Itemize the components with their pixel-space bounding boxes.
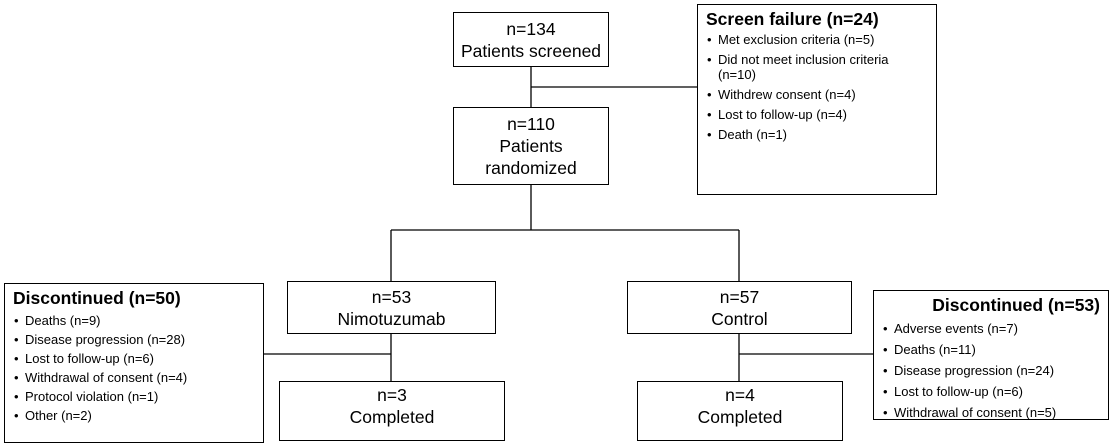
node-text: n=53 — [371, 286, 412, 307]
control-box: n=57 Control — [627, 281, 852, 334]
exclusion-item: Met exclusion criteria (n=5) — [707, 32, 898, 47]
randomized-box: n=110 Patients randomized — [453, 107, 609, 185]
exclusion-item: Withdrawal of consent (n=5) — [883, 402, 1100, 423]
completed-box: n=3 Completed — [279, 381, 505, 441]
exclusion-title: Discontinued (n=50) — [13, 288, 181, 308]
node-text: n=57 — [719, 286, 760, 307]
exclusion-item: Lost to follow-up (n=4) — [707, 107, 898, 122]
exclusion-item: Adverse events (n=7) — [883, 318, 1100, 339]
discontinued-box: Discontinued (n=53)Adverse events (n=7)D… — [873, 290, 1109, 423]
node-text: Control — [711, 308, 768, 329]
exclusion-item: Deaths (n=11) — [883, 339, 1100, 360]
exclusion-item: Deaths (n=9) — [14, 311, 255, 330]
discontinued-box: Discontinued (n=50) Deaths (n=9)Disease p… — [4, 283, 264, 443]
exclusion-item: Disease progression (n=28) — [14, 330, 255, 349]
node-text: n=4 — [725, 385, 755, 405]
exclusion-title: Discontinued (n=53) — [932, 295, 1100, 315]
nimotuzumab-box: n=53 Nimotuzumab — [287, 281, 496, 334]
node-text: n=110 — [507, 114, 555, 134]
exclusion-item: Protocol violation (n=1) — [14, 387, 255, 406]
exclusion-item: Withdrawal of consent (n=4) — [14, 368, 255, 387]
exclusion-item: Death (n=1) — [707, 127, 898, 142]
exclusion-list: Adverse events (n=7)Deaths (n=11)Disease… — [882, 318, 1100, 423]
exclusion-item: Lost to follow-up (n=6) — [14, 349, 255, 368]
exclusion-list: Deaths (n=9)Disease progression (n=28)Lo… — [13, 311, 255, 425]
exclusion-item: Did not meet inclusion criteria (n=10) — [707, 52, 898, 82]
node-text: n=3 — [377, 385, 407, 405]
screen-failure-box: Screen failure (n=24) Met exclusion crite… — [697, 4, 937, 195]
node-text: Patients screened — [460, 40, 602, 61]
exclusion-item: Lost to follow-up (n=6) — [883, 381, 1100, 402]
completed-box: n=4 Completed — [637, 381, 843, 441]
node-text: Patients — [499, 136, 563, 156]
exclusion-item: Other (n=2) — [14, 406, 255, 425]
exclusion-item: Disease progression (n=24) — [883, 360, 1100, 381]
screened-box: n=134 Patients screened — [453, 12, 609, 67]
exclusion-list: Met exclusion criteria (n=5) Did not meet… — [706, 32, 928, 142]
node-text: randomized — [485, 158, 577, 178]
node-text: Completed — [349, 407, 435, 427]
node-text: n=134 — [506, 18, 556, 39]
node-text: Nimotuzumab — [337, 308, 446, 329]
exclusion-title: Screen failure (n=24) — [706, 9, 879, 29]
node-text: Completed — [697, 407, 783, 427]
exclusion-item: Withdrew consent (n=4) — [707, 87, 898, 102]
